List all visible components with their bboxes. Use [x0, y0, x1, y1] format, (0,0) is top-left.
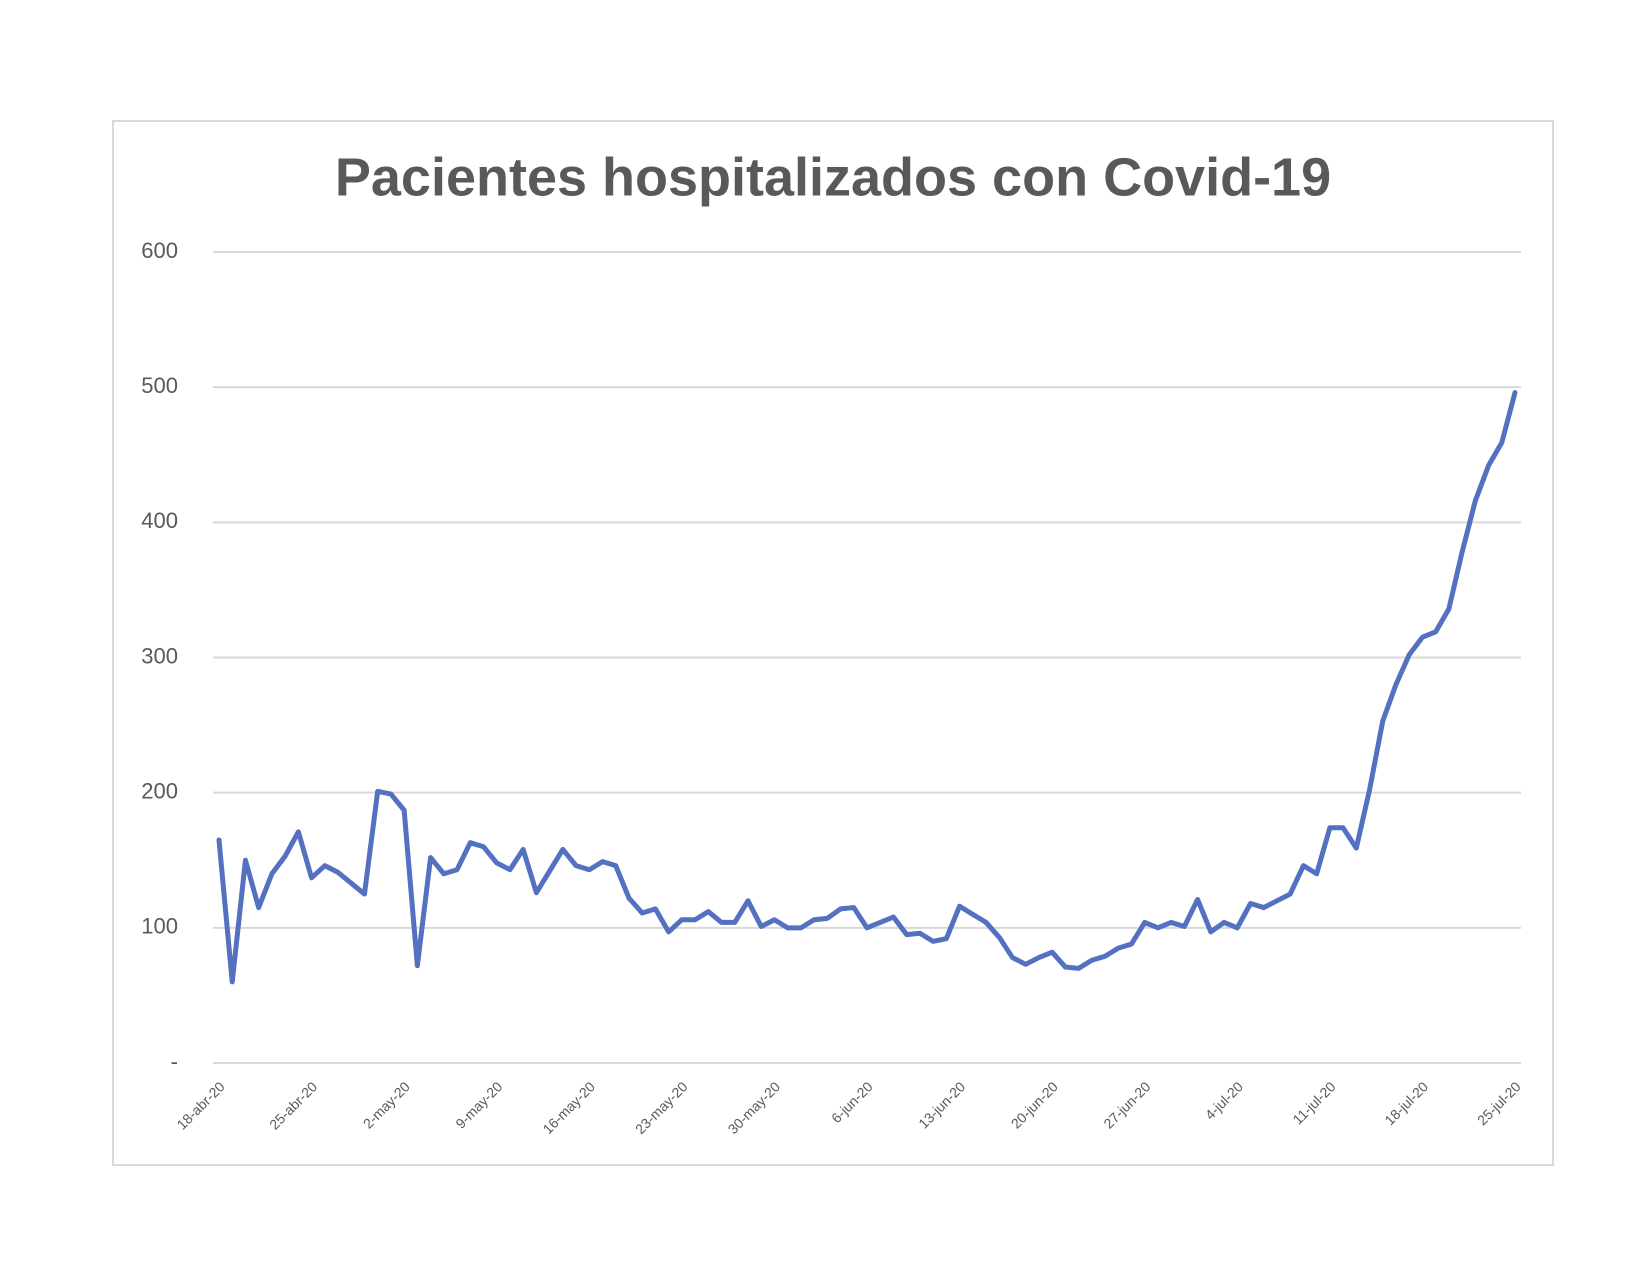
chart-frame [112, 120, 1554, 1166]
y-tick-label: 200 [141, 778, 178, 803]
data-line [216, 390, 1518, 985]
y-tick-label: 400 [141, 508, 178, 533]
y-tick-label: 600 [141, 238, 178, 263]
y-tick-label: 100 [141, 914, 178, 939]
y-tick-label: 300 [141, 643, 178, 668]
y-tick-label: 500 [141, 373, 178, 398]
chart-title: Pacientes hospitalizados con Covid-19 [335, 147, 1331, 207]
y-tick-label: - [171, 1049, 178, 1074]
